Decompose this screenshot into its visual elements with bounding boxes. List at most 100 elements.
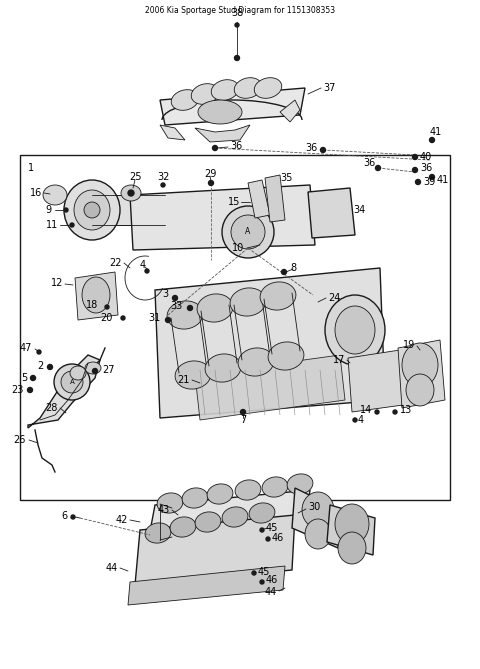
Text: 25: 25 — [129, 172, 141, 182]
Ellipse shape — [84, 202, 100, 218]
Circle shape — [213, 145, 217, 151]
Text: 34: 34 — [353, 205, 365, 215]
Text: 15: 15 — [228, 197, 240, 207]
Text: 13: 13 — [400, 405, 412, 415]
Text: 37: 37 — [323, 83, 336, 93]
Ellipse shape — [249, 503, 275, 523]
Text: 44: 44 — [106, 563, 118, 573]
Text: 44: 44 — [265, 587, 277, 597]
Polygon shape — [308, 188, 355, 238]
Circle shape — [27, 387, 33, 393]
Ellipse shape — [268, 342, 304, 370]
Circle shape — [172, 296, 178, 300]
Text: 46: 46 — [266, 575, 278, 585]
Circle shape — [412, 167, 418, 173]
Text: 2006 Kia Sportage Stud Diagram for 1151308353: 2006 Kia Sportage Stud Diagram for 11513… — [145, 6, 335, 15]
Text: 27: 27 — [102, 365, 115, 375]
Text: 3: 3 — [162, 289, 168, 299]
Text: 29: 29 — [204, 169, 216, 179]
Ellipse shape — [262, 477, 288, 497]
Text: 31: 31 — [149, 313, 161, 323]
Text: 41: 41 — [430, 127, 442, 137]
Circle shape — [375, 410, 379, 414]
Text: 18: 18 — [86, 300, 98, 310]
Circle shape — [128, 190, 134, 196]
Ellipse shape — [230, 288, 266, 316]
Ellipse shape — [85, 362, 101, 374]
Text: 41: 41 — [437, 175, 449, 185]
Polygon shape — [135, 515, 295, 585]
Circle shape — [37, 350, 41, 354]
Text: 33: 33 — [171, 301, 183, 311]
Text: 32: 32 — [157, 172, 169, 182]
Text: 42: 42 — [116, 515, 128, 525]
Circle shape — [31, 375, 36, 381]
Polygon shape — [280, 100, 300, 122]
Circle shape — [208, 181, 214, 185]
Ellipse shape — [260, 282, 296, 310]
Text: 36: 36 — [364, 158, 376, 168]
Circle shape — [105, 305, 109, 309]
Circle shape — [393, 410, 397, 414]
Circle shape — [430, 175, 434, 179]
Text: 26: 26 — [13, 435, 26, 445]
Polygon shape — [265, 175, 285, 222]
Ellipse shape — [222, 507, 248, 527]
Text: 1: 1 — [28, 163, 34, 173]
Circle shape — [412, 155, 418, 159]
Ellipse shape — [191, 84, 219, 104]
Text: 9: 9 — [46, 205, 52, 215]
Polygon shape — [248, 180, 270, 218]
Ellipse shape — [198, 100, 242, 124]
Ellipse shape — [197, 294, 233, 322]
Ellipse shape — [238, 348, 274, 376]
Text: 46: 46 — [272, 533, 284, 543]
Ellipse shape — [287, 474, 313, 494]
Ellipse shape — [74, 190, 110, 230]
Text: 23: 23 — [12, 385, 24, 395]
Ellipse shape — [195, 512, 221, 532]
Ellipse shape — [167, 301, 203, 329]
Ellipse shape — [234, 78, 262, 98]
Polygon shape — [327, 505, 375, 555]
Text: 24: 24 — [328, 293, 340, 303]
Ellipse shape — [325, 295, 385, 365]
Text: 4: 4 — [140, 260, 146, 270]
Polygon shape — [160, 88, 305, 125]
Polygon shape — [155, 268, 385, 418]
Text: 16: 16 — [30, 188, 42, 198]
Text: 7: 7 — [240, 415, 246, 425]
Bar — [20, 155, 450, 500]
Ellipse shape — [402, 343, 438, 387]
Text: 10: 10 — [232, 243, 244, 253]
Circle shape — [93, 369, 97, 373]
Circle shape — [375, 165, 381, 171]
Circle shape — [48, 365, 52, 369]
Text: 19: 19 — [403, 340, 415, 350]
Ellipse shape — [54, 364, 90, 400]
Circle shape — [121, 316, 125, 320]
Ellipse shape — [175, 361, 211, 389]
Text: 22: 22 — [109, 258, 122, 268]
Ellipse shape — [64, 180, 120, 240]
Ellipse shape — [254, 78, 282, 98]
Ellipse shape — [305, 519, 331, 549]
Circle shape — [71, 515, 75, 519]
Polygon shape — [348, 350, 403, 412]
Polygon shape — [160, 125, 185, 140]
Ellipse shape — [182, 488, 208, 508]
Ellipse shape — [235, 480, 261, 500]
Circle shape — [260, 528, 264, 532]
Ellipse shape — [43, 185, 67, 205]
Ellipse shape — [211, 80, 239, 100]
Ellipse shape — [121, 185, 141, 201]
Text: 36: 36 — [230, 141, 242, 151]
Polygon shape — [128, 566, 285, 605]
Circle shape — [416, 179, 420, 185]
Ellipse shape — [207, 484, 233, 504]
Text: 21: 21 — [178, 375, 190, 385]
Ellipse shape — [222, 206, 274, 258]
Circle shape — [430, 138, 434, 142]
Circle shape — [166, 318, 170, 322]
Circle shape — [260, 580, 264, 584]
